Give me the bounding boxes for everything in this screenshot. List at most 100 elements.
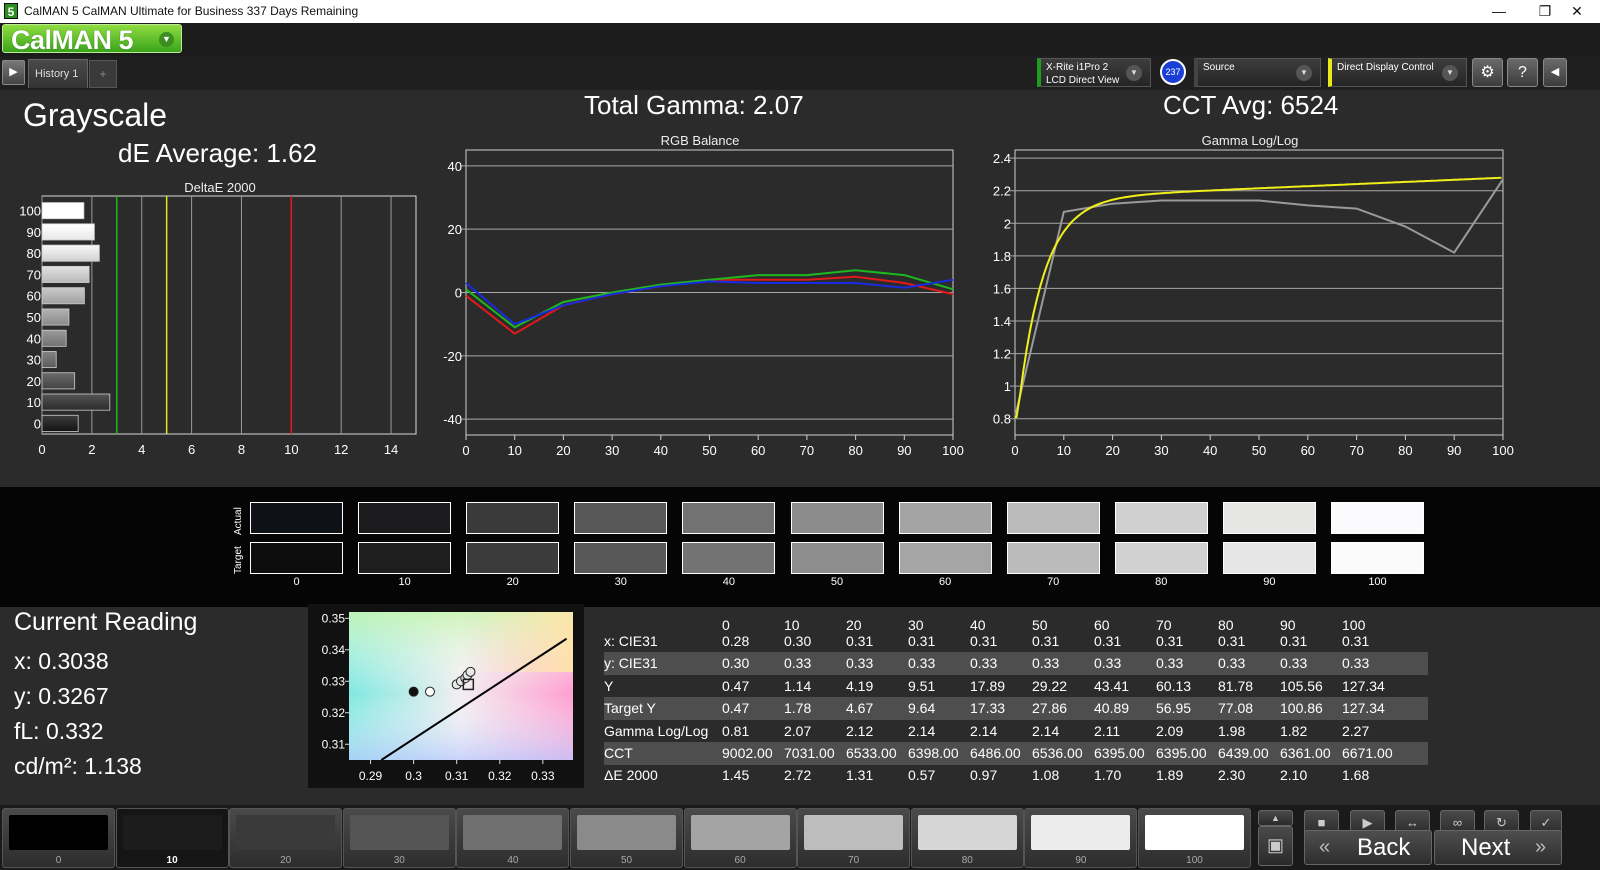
play-icon[interactable]: ▶: [2, 60, 25, 85]
table-row-label: Gamma Log/Log: [604, 722, 709, 739]
table-cell: 0.31: [846, 633, 874, 649]
swatch-label: 40: [722, 576, 736, 588]
patch-button[interactable]: 20: [229, 808, 343, 868]
patch-button[interactable]: 90: [1024, 808, 1138, 868]
patch-label: 60: [734, 855, 746, 866]
table-cell: 40.89: [1094, 700, 1130, 717]
close-button[interactable]: ✕: [1571, 3, 1583, 19]
gear-icon[interactable]: ⚙: [1472, 58, 1503, 87]
table-cell: 0.33: [784, 655, 812, 672]
patch-button[interactable]: 0: [2, 808, 115, 868]
cie-plot-layer: 0.35 0.34 0.33 0.32 0.31 0.29 0.3 0.31 0.32 0.33: [322, 611, 568, 783]
gamma-x-tick: 30: [1154, 443, 1168, 458]
patch-label: 10: [166, 855, 178, 866]
table-cell: 2.09: [1156, 722, 1184, 739]
patch-color: [122, 815, 222, 850]
table-row: ΔE 2000 1.45 2.72 1.31 0.57 0.97 1.08 1.70 1.89 2…: [604, 764, 1428, 787]
swatch-actual: [898, 502, 992, 534]
table-cell: 29.22: [1032, 677, 1068, 694]
chevron-down-icon: ▼: [1126, 65, 1142, 81]
patch-button[interactable]: 70: [797, 808, 911, 868]
table-cell: 1.31: [846, 767, 874, 784]
chevron-down-icon: ▼: [1442, 65, 1458, 81]
swatch-target: [682, 542, 776, 574]
table-cell: 6536.00: [1032, 745, 1083, 761]
minimize-button[interactable]: —: [1492, 3, 1506, 19]
table-cell: 6361.00: [1280, 745, 1331, 761]
display-control-selector[interactable]: Direct Display Control ▼: [1328, 58, 1467, 87]
calman-logo-button[interactable]: CalMAN 5 ▼: [2, 24, 182, 55]
gamma-x-tick: 50: [1252, 443, 1266, 458]
cie-y-tick: 0.32: [322, 706, 346, 720]
table-row: x: CIE31 0.28 0.30 0.31 0.31 0.31 0.31 0.31 0.31…: [604, 630, 1428, 653]
page-title: Grayscale: [23, 97, 168, 133]
next-button[interactable]: Next »: [1434, 830, 1562, 865]
rgb-series-line: [465, 269, 954, 329]
meter-badge[interactable]: 237: [1160, 59, 1186, 85]
gamma-x-tick: 80: [1398, 443, 1412, 458]
patch-color: [577, 815, 676, 850]
table-cell: 0.33: [846, 655, 874, 672]
stop-square-icon[interactable]: ▣: [1258, 826, 1293, 866]
table-cell: 0.31: [1218, 633, 1246, 649]
table-cell: 2.30: [1218, 767, 1246, 784]
table-column-header: 100: [1342, 617, 1366, 633]
collapse-icon[interactable]: ◀: [1543, 58, 1567, 87]
meter-selector[interactable]: X-Rite i1Pro 2 LCD Direct View ▼: [1037, 58, 1151, 87]
deltae-bar: [41, 244, 100, 262]
table-cell: 0.33: [1280, 655, 1308, 672]
patch-button[interactable]: 60: [683, 808, 797, 868]
deltae-bar: [41, 308, 70, 326]
rgb-x-tick: 10: [507, 443, 521, 458]
table-cell: 1.82: [1280, 722, 1308, 739]
next-label: Next: [1461, 834, 1511, 861]
eject-icon[interactable]: ▲: [1258, 810, 1293, 826]
table-cell: 0.31: [1342, 633, 1370, 649]
swatch-label: 10: [398, 576, 411, 588]
table-row-label: y: CIE31: [604, 655, 658, 672]
table-cell: 0.31: [908, 633, 936, 649]
table-cell: 100.86: [1280, 700, 1323, 717]
patch-color: [690, 815, 790, 850]
help-icon[interactable]: ?: [1507, 58, 1538, 87]
cie-x-tick: 0.29: [359, 769, 383, 783]
patch-button[interactable]: 80: [910, 808, 1024, 868]
table-cell: 127.34: [1342, 700, 1385, 717]
add-tab-button[interactable]: +: [89, 60, 117, 88]
cie-locus-line: [380, 637, 568, 761]
table-cell: 60.13: [1156, 677, 1192, 694]
deltae-chart-title: DeltaE 2000: [184, 180, 256, 195]
table-cell: 0.31: [1032, 633, 1060, 649]
cie-x-tick: 0.31: [445, 769, 469, 783]
deltae-x-tick: 2: [88, 442, 95, 457]
deltae-category-label: 50: [27, 310, 41, 325]
swatch-target: [1222, 542, 1316, 574]
swatch-label: 60: [938, 576, 952, 588]
gamma-y-tick: 1.6: [993, 281, 1011, 296]
swatch-label: 0: [293, 576, 300, 588]
table-header-row: 0 10 20 30 40 50 60 70 80 90 100: [604, 614, 1428, 637]
patch-button[interactable]: 30: [342, 808, 456, 868]
gamma-chart: 2.4 2.2 2 1.8 1.6 1.4 1.2 1 0.8 0 10 20 30 40 50 60 70 80…: [993, 149, 1514, 458]
patch-button[interactable]: 100: [1138, 808, 1251, 868]
back-arrows-icon: «: [1319, 836, 1331, 858]
table-cell: 6533.00: [846, 745, 897, 761]
patch-button[interactable]: 10: [115, 808, 229, 868]
patch-button[interactable]: 40: [456, 808, 570, 868]
gamma-x-tick: 70: [1349, 443, 1363, 458]
source-selector[interactable]: Source ▼: [1194, 58, 1321, 87]
table-cell: 0.47: [722, 700, 750, 717]
maximize-button[interactable]: ❐: [1538, 3, 1552, 19]
table-cell: 17.89: [970, 677, 1006, 694]
patch-button[interactable]: 50: [570, 808, 683, 868]
table-cell: 0.33: [970, 655, 998, 672]
meter-name: X-Rite i1Pro 2: [1046, 62, 1109, 73]
swatch-target: [1331, 542, 1424, 574]
cie-x-tick: 0.33: [531, 769, 555, 783]
tab-history[interactable]: History 1: [28, 59, 88, 88]
table-row: Target Y 0.47 1.78 4.67 9.64 17.33 27.86 40.89 5…: [604, 697, 1428, 720]
back-button[interactable]: « Back: [1304, 830, 1432, 865]
swatch-actual: [466, 502, 560, 534]
table-cell: 6439.00: [1218, 745, 1269, 761]
patch-color: [463, 815, 563, 850]
